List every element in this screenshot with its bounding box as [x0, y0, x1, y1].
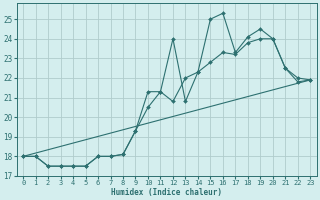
X-axis label: Humidex (Indice chaleur): Humidex (Indice chaleur) — [111, 188, 222, 197]
